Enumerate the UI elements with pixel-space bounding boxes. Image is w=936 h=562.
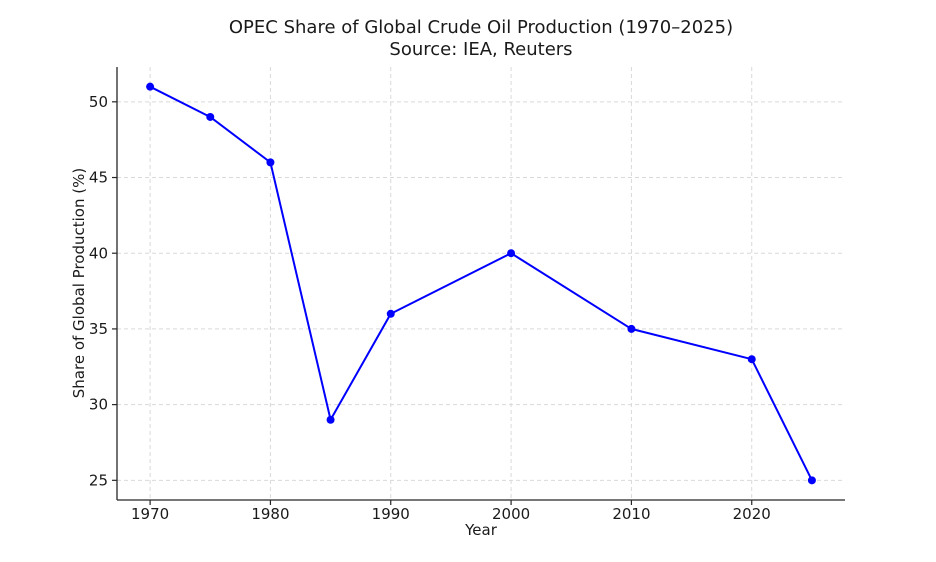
data-series — [146, 82, 816, 485]
data-point-marker — [627, 324, 636, 333]
data-point-marker — [266, 158, 275, 167]
chart-subtitle: Source: IEA, Reuters — [389, 39, 573, 60]
y-tick-label: 50 — [89, 93, 108, 111]
axes-spines — [116, 67, 845, 501]
x-tick-label: 2020 — [733, 505, 771, 523]
x-tick-label: 1970 — [131, 505, 169, 523]
data-point-marker — [146, 82, 155, 91]
x-tick-label: 1980 — [251, 505, 289, 523]
chart-title-block: OPEC Share of Global Crude Oil Productio… — [117, 17, 845, 61]
axis-ticks — [112, 101, 753, 505]
chart-title: OPEC Share of Global Crude Oil Productio… — [228, 17, 734, 38]
data-point-marker — [326, 415, 335, 424]
y-tick-label: 35 — [89, 320, 108, 338]
x-axis-label: Year — [465, 521, 497, 539]
y-tick-label: 30 — [89, 396, 108, 414]
y-tick-label: 45 — [89, 169, 108, 187]
y-tick-label: 25 — [89, 471, 108, 489]
x-tick-label: 2010 — [612, 505, 650, 523]
data-point-marker — [206, 112, 215, 121]
data-point-marker — [747, 355, 756, 364]
data-point-marker — [807, 476, 816, 485]
x-tick-label: 1990 — [372, 505, 410, 523]
x-tick-label: 2000 — [492, 505, 530, 523]
data-line — [149, 85, 813, 482]
gridlines — [117, 67, 845, 500]
tick-labels: 1970 1980 1990 2000 2010 2020 25 30 35 40 45 50 — [89, 93, 771, 523]
y-tick-label: 40 — [89, 244, 108, 262]
data-point-marker — [507, 249, 516, 258]
data-point-marker — [386, 309, 395, 318]
